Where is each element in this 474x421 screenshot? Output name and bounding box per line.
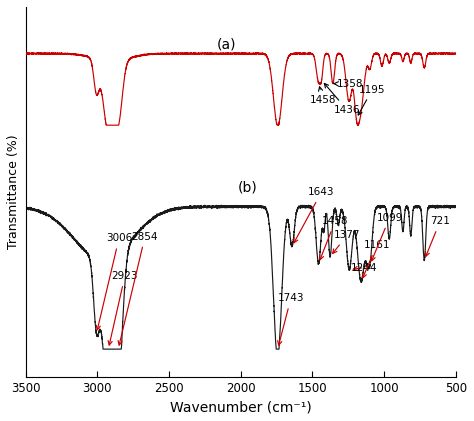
Text: 721: 721 xyxy=(426,216,450,256)
Y-axis label: Transmittance (%): Transmittance (%) xyxy=(7,134,20,249)
Text: 1161: 1161 xyxy=(363,240,390,278)
Text: 1358: 1358 xyxy=(334,80,364,89)
Text: 1244: 1244 xyxy=(351,263,378,272)
Text: (a): (a) xyxy=(217,37,236,51)
Text: 1458: 1458 xyxy=(310,87,336,105)
Text: 1743: 1743 xyxy=(278,293,304,345)
Text: 1099: 1099 xyxy=(371,213,403,261)
Text: 2854: 2854 xyxy=(118,232,158,345)
Text: 1195: 1195 xyxy=(358,85,386,115)
Text: 1643: 1643 xyxy=(294,187,335,243)
Text: (b): (b) xyxy=(238,181,258,195)
Text: 1436: 1436 xyxy=(324,83,361,115)
X-axis label: Wavenumber (cm⁻¹): Wavenumber (cm⁻¹) xyxy=(170,400,311,414)
Text: 3006: 3006 xyxy=(96,233,132,330)
Text: 1377: 1377 xyxy=(333,230,361,253)
Text: 1458: 1458 xyxy=(319,216,348,260)
Text: 2923: 2923 xyxy=(108,271,138,345)
